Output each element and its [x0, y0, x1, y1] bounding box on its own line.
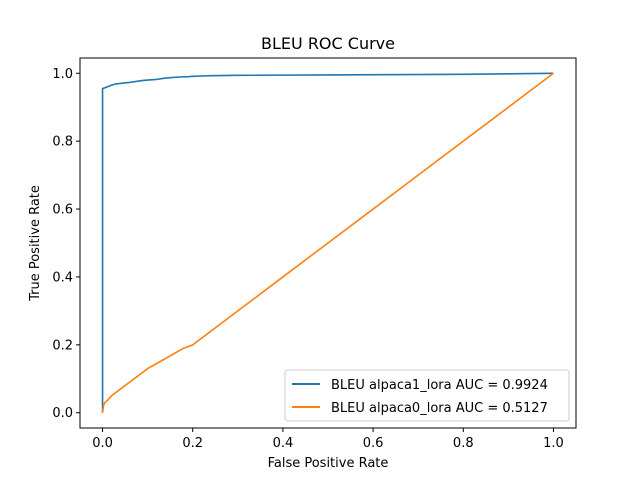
- x-tick-label: 0.2: [182, 436, 203, 451]
- y-axis-label: True Positive Rate: [28, 185, 43, 302]
- y-tick-label: 0.8: [52, 135, 73, 150]
- x-axis-ticks: 0.0 0.2 0.4 0.6 0.8 1.0: [92, 428, 564, 451]
- y-tick-label: 0.2: [52, 338, 73, 353]
- axes-frame: [79, 57, 577, 429]
- y-tick-label: 0.6: [52, 203, 73, 218]
- x-tick-label: 0.0: [92, 436, 113, 451]
- x-tick-label: 0.8: [453, 436, 474, 451]
- legend-label-alpaca1: BLEU alpaca1_lora AUC = 0.9924: [331, 378, 548, 393]
- legend-box: [284, 369, 570, 422]
- plot-area: [79, 57, 577, 429]
- series-line-1: [101, 72, 554, 413]
- legend: BLEU alpaca1_lora AUC = 0.9924 BLEU alpa…: [284, 369, 570, 422]
- y-tick-label: 0.0: [52, 406, 73, 421]
- legend-label-alpaca0: BLEU alpaca0_lora AUC = 0.5127: [331, 401, 548, 416]
- x-tick-label: 0.6: [363, 436, 384, 451]
- x-tick-label: 0.4: [273, 436, 294, 451]
- x-axis-label: False Positive Rate: [268, 456, 389, 471]
- y-tick-label: 0.4: [52, 270, 73, 285]
- x-tick-label: 1.0: [543, 436, 564, 451]
- y-tick-label: 1.0: [52, 67, 73, 82]
- series-layer: [101, 72, 554, 413]
- series-line-0: [101, 72, 554, 413]
- chart-title: BLEU ROC Curve: [261, 34, 395, 53]
- y-axis-ticks: 0.0 0.2 0.4 0.6 0.8 1.0: [52, 67, 80, 421]
